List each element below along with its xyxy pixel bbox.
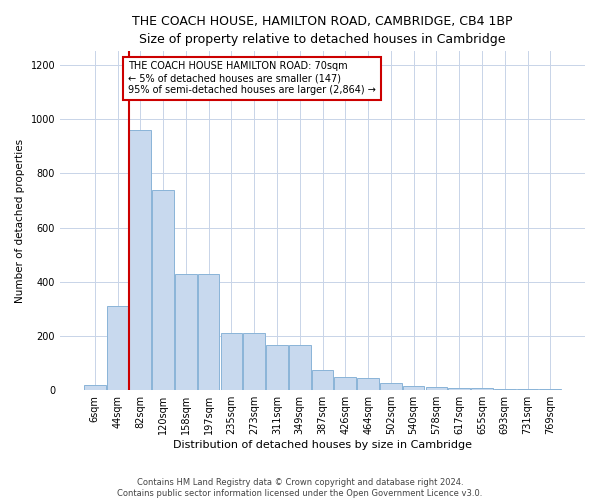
Bar xyxy=(221,334,242,390)
Text: THE COACH HOUSE HAMILTON ROAD: 70sqm
← 5% of detached houses are smaller (147)
9: THE COACH HOUSE HAMILTON ROAD: 70sqm ← 5… xyxy=(128,62,376,94)
Bar xyxy=(471,388,493,390)
Bar xyxy=(130,130,151,390)
Bar xyxy=(198,274,220,390)
Bar xyxy=(357,378,379,390)
Bar xyxy=(380,382,401,390)
Bar xyxy=(289,346,311,390)
Bar xyxy=(107,306,128,390)
Bar xyxy=(266,346,288,390)
Bar xyxy=(175,274,197,390)
Bar xyxy=(403,386,424,390)
Text: Contains HM Land Registry data © Crown copyright and database right 2024.
Contai: Contains HM Land Registry data © Crown c… xyxy=(118,478,482,498)
Bar xyxy=(539,389,561,390)
Bar xyxy=(448,388,470,390)
Bar xyxy=(494,389,515,390)
Title: THE COACH HOUSE, HAMILTON ROAD, CAMBRIDGE, CB4 1BP
Size of property relative to : THE COACH HOUSE, HAMILTON ROAD, CAMBRIDG… xyxy=(132,15,513,46)
Bar xyxy=(84,385,106,390)
X-axis label: Distribution of detached houses by size in Cambridge: Distribution of detached houses by size … xyxy=(173,440,472,450)
Bar xyxy=(517,389,538,390)
Bar xyxy=(334,376,356,390)
Bar xyxy=(152,190,174,390)
Bar xyxy=(312,370,334,390)
Y-axis label: Number of detached properties: Number of detached properties xyxy=(15,138,25,303)
Bar xyxy=(425,388,447,390)
Bar xyxy=(244,334,265,390)
